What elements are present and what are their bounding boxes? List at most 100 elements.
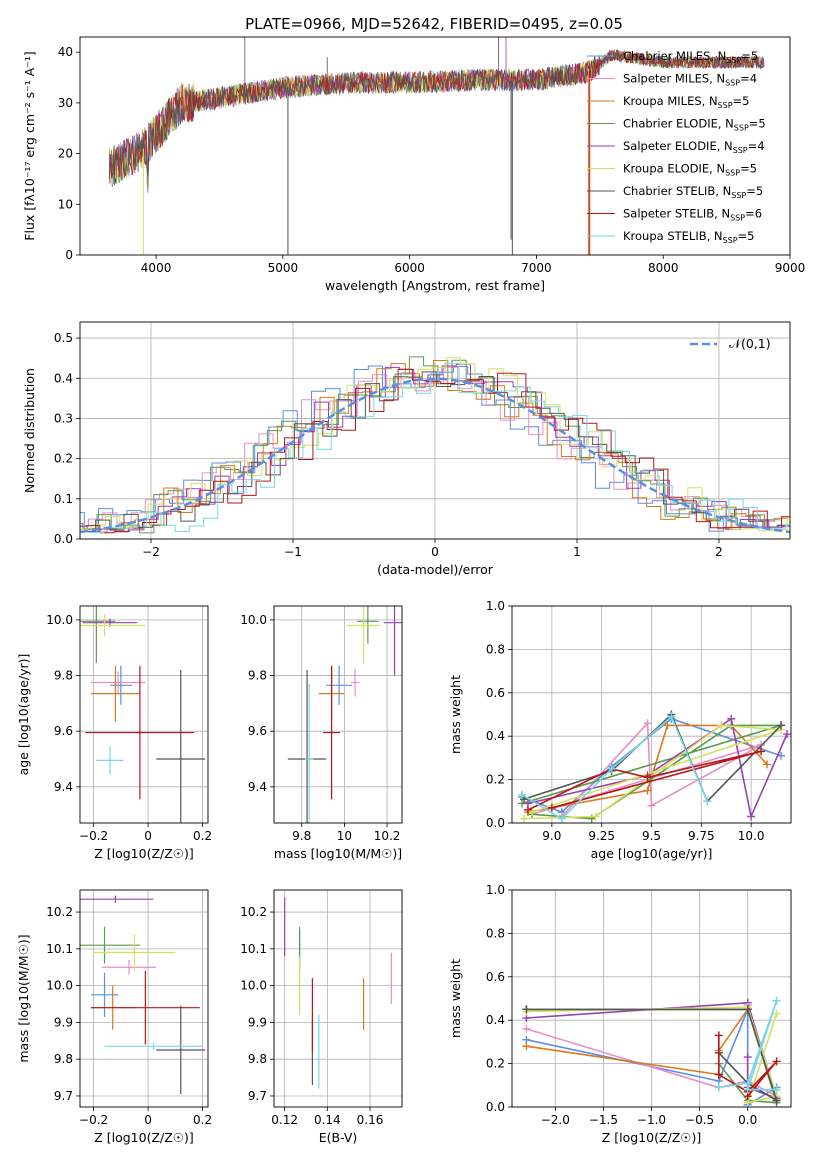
legend-nssp-value: =4 (740, 72, 757, 86)
mass-weight-vs-metallicity-panel: −2.0 −1.5 −1.0 −0.5 0.0 0.0 0.2 0.4 0.6 0.8 1.0 Z [… (448, 883, 792, 1145)
y-tick-label: 9.6 (248, 724, 267, 738)
y-tick-label: 20 (58, 147, 73, 161)
y-tick-label: 10.0 (46, 613, 73, 627)
x-axis-label: age [log10(age/yr)] (591, 846, 713, 861)
y-tick-label: 10.0 (240, 979, 267, 993)
mass-weight-point-marker (777, 721, 786, 730)
spectrum-series-line (108, 49, 765, 180)
y-tick-label: 9.4 (54, 780, 73, 794)
mass-weight-point-marker (519, 814, 528, 823)
age-vs-mass-panel: 9.8 10 10.2 9.4 9.6 9.8 10.0 mass [log10(M/M☉)] (240, 605, 403, 861)
mass-weight-point-marker (643, 773, 652, 782)
mass-weight-point-marker (523, 805, 532, 814)
x-tick-label: −0.5 (685, 1113, 714, 1127)
y-tick-label: 1.0 (486, 883, 505, 897)
plot-area (80, 356, 790, 534)
mass-weight-point-marker (743, 1085, 752, 1094)
y-tick-label: 0.8 (486, 926, 505, 940)
legend-subscript: SSP (733, 146, 748, 155)
legend-subscript: SSP (730, 214, 745, 223)
y-tick-label: 10.2 (46, 905, 73, 919)
mass-weight-point-marker (522, 1005, 531, 1014)
x-axis-label: E(B-V) (319, 1130, 358, 1145)
x-tick-label: 0.0 (738, 1113, 757, 1127)
legend-label: Kroupa STELIB, NSSP=5 (623, 229, 754, 245)
x-tick-label: 9.75 (688, 829, 715, 843)
x-tick-label: 9.5 (642, 829, 661, 843)
legend-nssp-value: =6 (745, 207, 762, 221)
mass-weight-point-marker (547, 803, 556, 812)
legend-label: Kroupa ELODIE, NSSP=5 (623, 162, 757, 178)
x-tick-label: 8000 (648, 261, 679, 275)
x-tick-label: 4000 (141, 261, 172, 275)
legend-nssp-value: =5 (749, 117, 766, 131)
legend-nssp-value: =5 (740, 162, 757, 176)
x-axis-label: Z [log10(Z/Z☉)] (94, 1130, 194, 1145)
mass-weight-point-marker (772, 1057, 781, 1066)
legend-subscript: SSP (725, 169, 740, 178)
x-tick-label: 10.0 (738, 829, 765, 843)
plot-area (108, 37, 765, 255)
age-vs-metallicity-panel: −0.2 0 0.2 9.4 9.6 9.8 10.0 Z [log10(Z/Z☉)] age … (16, 605, 212, 861)
legend-nssp-value: =5 (746, 184, 763, 198)
plot-area (80, 606, 206, 823)
mass-weight-point-marker (522, 1042, 531, 1051)
spectrum-series-line (108, 49, 765, 188)
axes-frame (79, 321, 791, 540)
x-tick-label: 9.8 (292, 829, 311, 843)
legend-nssp-value: =5 (741, 49, 758, 63)
y-tick-label: 9.9 (54, 1015, 73, 1029)
y-axis-label: Flux [fλ10⁻¹⁷ erg cm⁻² s⁻¹ A⁻¹] (22, 51, 37, 240)
x-tick-label: −1.0 (637, 1113, 666, 1127)
legend-nssp-value: =4 (748, 139, 765, 153)
x-tick-label: 10 (337, 829, 352, 843)
x-tick-label: 9000 (775, 261, 806, 275)
mass-weight-point-marker (667, 712, 676, 721)
mass-weight-point-marker (557, 814, 566, 823)
y-tick-label: 9.7 (54, 1089, 73, 1103)
x-tick-label: 0.14 (314, 1113, 341, 1127)
y-tick-label: 0.5 (54, 331, 73, 345)
x-tick-label: 0.16 (357, 1113, 384, 1127)
y-tick-label: 9.8 (54, 1052, 73, 1066)
legend-subscript: SSP (726, 56, 741, 65)
y-tick-label: 0.0 (486, 816, 505, 830)
mass-weight-point-marker (727, 714, 736, 723)
axes-frame (273, 889, 403, 1108)
x-tick-label: 0.2 (193, 1113, 212, 1127)
legend-subscript: SSP (723, 236, 738, 245)
plot-area (522, 996, 781, 1107)
x-tick-label: 7000 (521, 261, 552, 275)
x-axis-label: (data-model)/error (377, 562, 494, 577)
plot-area (80, 895, 206, 1095)
mass-weight-point-marker (747, 812, 756, 821)
x-tick-label: −0.2 (79, 829, 108, 843)
x-tick-label: 0.2 (193, 829, 212, 843)
axes-frame (511, 889, 792, 1108)
mass-weight-point-marker (663, 721, 672, 730)
y-tick-label: 0.2 (486, 773, 505, 787)
y-tick-label: 10.2 (240, 905, 267, 919)
y-tick-label: 0.8 (486, 642, 505, 656)
y-tick-label: 0.4 (486, 1013, 505, 1027)
x-tick-label: 1 (573, 545, 581, 559)
axes-frame (273, 605, 403, 824)
x-tick-label: 9.25 (588, 829, 615, 843)
x-tick-label: −1 (284, 545, 302, 559)
y-tick-label: 9.8 (248, 669, 267, 683)
legend-label: Chabrier MILES, NSSP=5 (623, 49, 758, 65)
mass-weight-point-marker (714, 1083, 723, 1092)
mass-weight-vs-age-panel: 9.0 9.25 9.5 9.75 10.0 0.0 0.2 0.4 0.6 0.8 1.0 age … (448, 599, 792, 861)
x-tick-label: 0 (144, 829, 152, 843)
mass-weight-point-marker (591, 812, 600, 821)
y-tick-label: 9.7 (248, 1089, 267, 1103)
legend-label: Kroupa MILES, NSSP=5 (623, 94, 749, 110)
plot-area (287, 606, 402, 823)
x-tick-label: −1.5 (589, 1113, 618, 1127)
y-tick-label: 0.6 (486, 970, 505, 984)
y-tick-label: 10.1 (46, 942, 73, 956)
mass-weight-point-marker (517, 790, 526, 799)
y-axis-label: mass weight (448, 675, 463, 754)
mass-weight-point-marker (772, 1009, 781, 1018)
reference-legend-label: 𝒩(0,1) (729, 336, 771, 351)
